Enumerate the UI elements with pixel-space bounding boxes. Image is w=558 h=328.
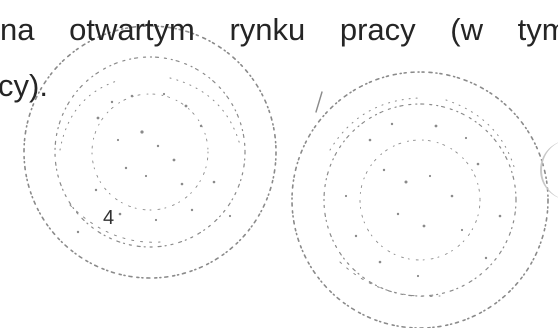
text-line-2: cy). <box>0 68 48 103</box>
page-number: 4 <box>103 207 115 229</box>
cropped-seal-edge <box>540 140 558 200</box>
text-line-1: na otwartym rynku pracy (w tym <box>0 12 558 47</box>
right-round-seal <box>291 71 549 328</box>
left-round-seal <box>23 25 277 279</box>
